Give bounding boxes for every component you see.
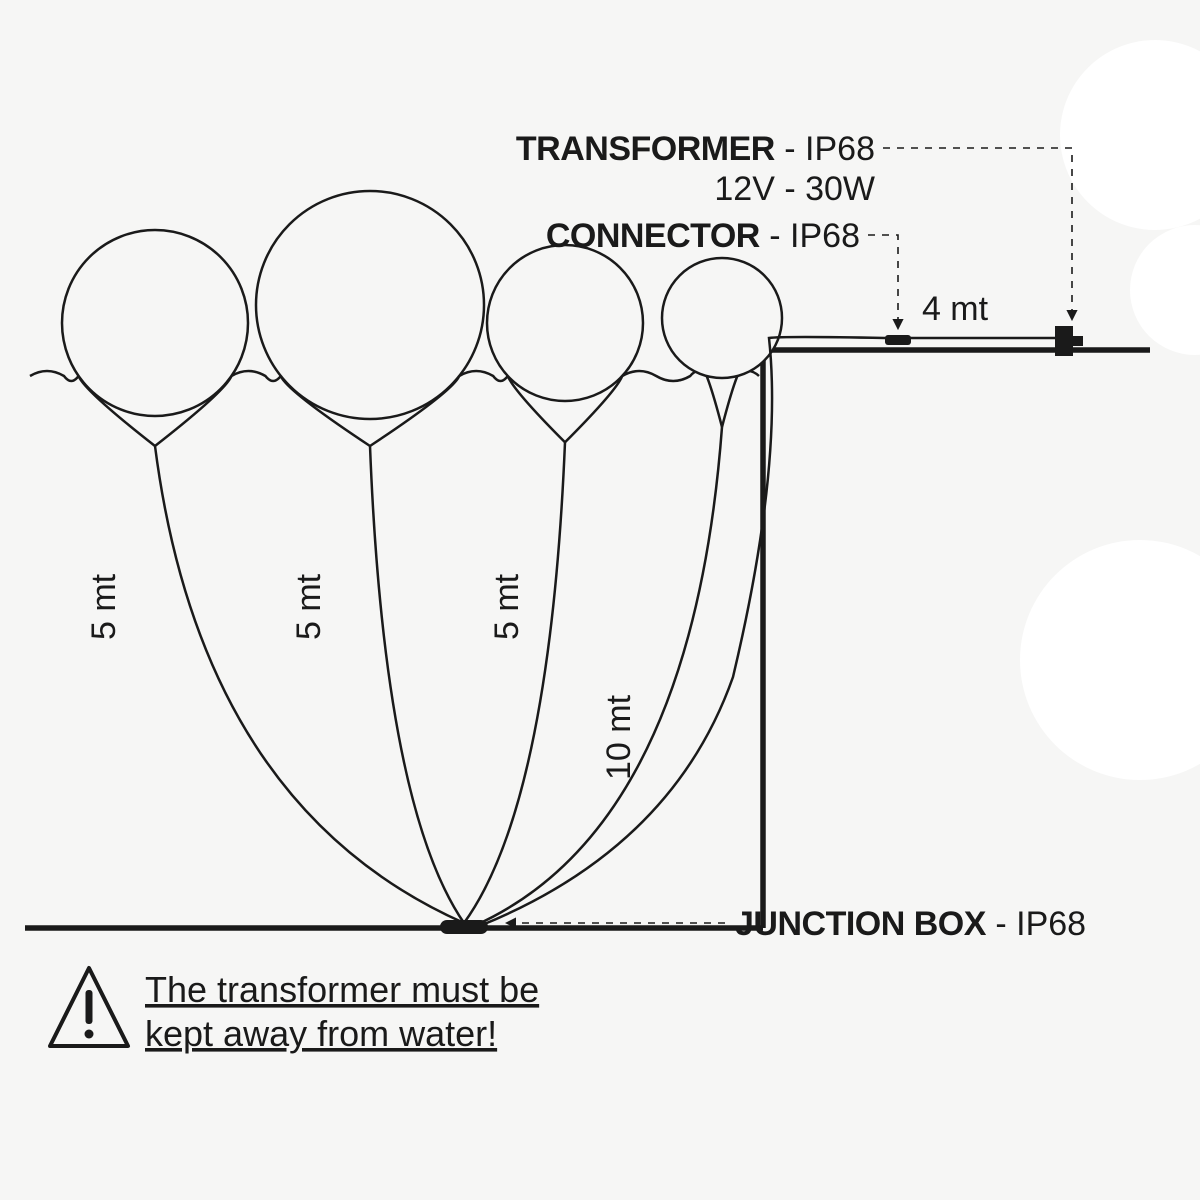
warning-icon bbox=[85, 1030, 94, 1039]
cable-sphere-to-junction bbox=[370, 446, 464, 923]
connector-leader bbox=[868, 235, 898, 329]
cable-sphere4-to-junction bbox=[476, 427, 722, 925]
transformer-icon bbox=[1073, 336, 1083, 346]
main-cable-length-label: 10 mt bbox=[600, 694, 638, 780]
waterline bbox=[231, 371, 280, 381]
deco-circle bbox=[1130, 225, 1200, 355]
top-cable-length-label: 4 mt bbox=[922, 290, 989, 328]
cable-sphere-to-junction bbox=[464, 442, 565, 923]
waterline bbox=[622, 371, 706, 381]
warning-icon bbox=[86, 990, 93, 1024]
deco-circle bbox=[1060, 40, 1200, 230]
tether-line bbox=[722, 376, 737, 427]
transformer-label: TRANSFORMER - IP68 bbox=[516, 130, 875, 168]
warning-text: kept away from water! bbox=[145, 1013, 497, 1054]
sphere-light bbox=[662, 258, 782, 378]
waterline bbox=[30, 371, 79, 381]
junction-box-icon bbox=[440, 920, 488, 934]
cable-length-label: 5 mt bbox=[85, 573, 123, 640]
tether-line bbox=[707, 376, 722, 427]
main-cable bbox=[482, 337, 1055, 925]
warning-text: The transformer must be bbox=[145, 969, 539, 1010]
cable-length-label: 5 mt bbox=[290, 573, 328, 640]
cable-sphere-to-junction bbox=[155, 446, 464, 923]
wiring-diagram: 5 mt 5 mt 5 mt 10 mt 4 mt TRANSFORMER - IP681… bbox=[0, 0, 1200, 1200]
connector-label: CONNECTOR - IP68 bbox=[546, 217, 860, 255]
junction-box-label: JUNCTION BOX - IP68 bbox=[735, 905, 1086, 943]
sphere-light bbox=[487, 245, 643, 401]
transformer-spec-label: 12V - 30W bbox=[714, 170, 875, 208]
cable-length-label: 5 mt bbox=[488, 573, 526, 640]
connector-icon bbox=[885, 335, 911, 345]
transformer-icon bbox=[1055, 326, 1073, 356]
sphere-light bbox=[256, 191, 484, 419]
waterline bbox=[459, 371, 508, 381]
sphere-light bbox=[62, 230, 248, 416]
deco-circle bbox=[1020, 540, 1200, 780]
